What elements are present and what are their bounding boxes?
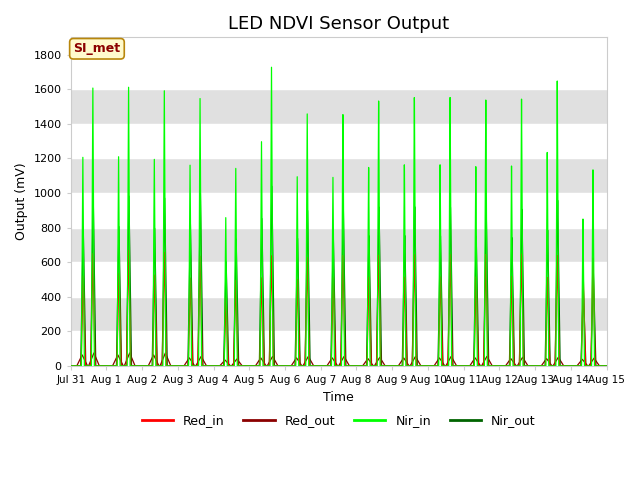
Bar [70, 89, 607, 124]
X-axis label: Time: Time [323, 391, 354, 404]
Bar [70, 297, 607, 331]
Text: SI_met: SI_met [74, 42, 120, 55]
Y-axis label: Output (mV): Output (mV) [15, 163, 28, 240]
Bar [70, 228, 607, 262]
Legend: Red_in, Red_out, Nir_in, Nir_out: Red_in, Red_out, Nir_in, Nir_out [137, 409, 541, 432]
Title: LED NDVI Sensor Output: LED NDVI Sensor Output [228, 15, 449, 33]
Bar [70, 158, 607, 193]
